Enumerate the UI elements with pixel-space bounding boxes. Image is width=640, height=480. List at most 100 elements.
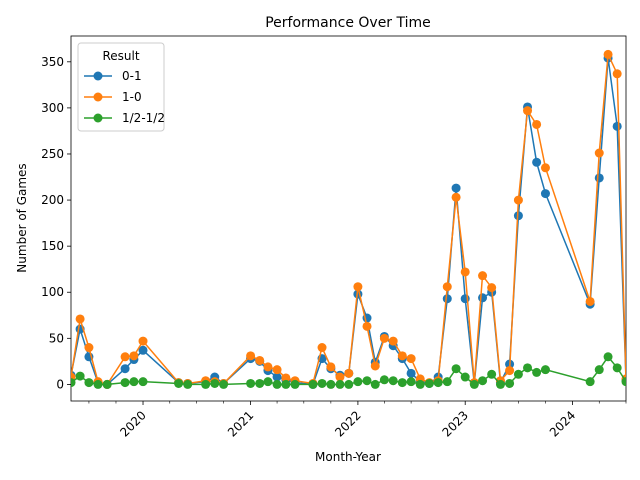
x-axis-label: Month-Year: [315, 450, 381, 464]
data-point: [487, 283, 497, 293]
data-point: [442, 377, 452, 387]
data-point: [451, 183, 461, 193]
data-point: [495, 379, 505, 389]
data-point: [326, 379, 336, 389]
data-point: [585, 377, 595, 387]
data-point: [612, 121, 622, 131]
legend-marker: [93, 71, 103, 81]
data-point: [370, 361, 380, 371]
x-tick-label: 2024: [547, 408, 578, 439]
data-point: [621, 377, 626, 387]
data-point: [344, 379, 354, 389]
data-point: [120, 378, 130, 388]
y-axis: 0 50 100 150 200 250 300 350: [41, 55, 71, 391]
data-point: [532, 367, 542, 377]
data-point: [219, 379, 229, 389]
data-point: [603, 49, 613, 59]
data-point: [263, 362, 273, 372]
legend-marker: [93, 113, 103, 123]
legend: Result 0-1 1-0 1/2-1/2: [77, 42, 165, 132]
data-point: [406, 354, 416, 364]
data-point: [246, 378, 256, 388]
x-axis: 2020 2021 2022 2023 2024: [88, 401, 627, 440]
data-point: [523, 363, 533, 373]
data-point: [255, 378, 265, 388]
data-point: [406, 377, 416, 387]
data-point: [272, 365, 282, 375]
data-point: [71, 378, 76, 388]
data-point: [272, 379, 282, 389]
series: [71, 352, 626, 389]
data-point: [317, 378, 327, 388]
data-point: [174, 378, 184, 388]
data-point: [540, 365, 550, 375]
data-point: [540, 189, 550, 199]
data-point: [532, 157, 542, 167]
legend-title: Result: [102, 49, 139, 63]
data-point: [335, 379, 345, 389]
data-point: [138, 336, 148, 346]
data-point: [594, 148, 604, 158]
data-point: [505, 378, 515, 388]
y-tick-label: 250: [41, 147, 64, 161]
data-point: [478, 293, 488, 303]
data-point: [84, 343, 94, 353]
data-point: [379, 333, 389, 343]
data-point: [433, 378, 443, 388]
data-point: [129, 351, 139, 361]
data-point: [138, 377, 148, 387]
data-point: [513, 369, 523, 379]
legend-marker: [93, 92, 103, 102]
y-tick-label: 100: [41, 285, 64, 299]
data-point: [263, 377, 273, 387]
y-axis-label: Number of Games: [15, 163, 29, 272]
data-point: [84, 378, 94, 388]
data-point: [540, 163, 550, 173]
data-point: [415, 379, 425, 389]
data-point: [308, 379, 318, 389]
data-point: [612, 69, 622, 79]
data-point: [120, 364, 130, 374]
data-point: [451, 192, 461, 202]
data-point: [585, 296, 595, 306]
data-point: [362, 321, 372, 331]
data-point: [388, 336, 398, 346]
y-tick-label: 350: [41, 55, 64, 69]
y-tick-label: 300: [41, 101, 64, 115]
data-point: [388, 376, 398, 386]
chart-title: Performance Over Time: [265, 15, 431, 31]
plot-frame: [70, 35, 627, 402]
data-point: [487, 369, 497, 379]
data-point: [255, 355, 265, 365]
data-point: [513, 195, 523, 205]
data-point: [362, 376, 372, 386]
data-point: [138, 345, 148, 355]
legend-box: [77, 42, 165, 132]
data-point: [612, 363, 622, 373]
data-point: [594, 365, 604, 375]
data-point: [523, 106, 533, 116]
data-point: [406, 368, 416, 378]
data-point: [424, 378, 434, 388]
data-point: [281, 373, 291, 383]
x-tick-label: 2022: [332, 408, 363, 439]
data-point: [469, 379, 479, 389]
data-point: [478, 271, 488, 281]
data-point: [246, 351, 256, 361]
data-point: [603, 352, 613, 362]
data-point: [379, 375, 389, 385]
data-point: [201, 379, 211, 389]
series-layer: [71, 49, 626, 389]
data-point: [344, 368, 354, 378]
data-point: [183, 379, 193, 389]
data-point: [353, 377, 363, 387]
y-tick-label: 150: [41, 239, 64, 253]
plot-area: [70, 35, 627, 402]
data-point: [281, 379, 291, 389]
data-point: [478, 376, 488, 386]
data-point: [513, 211, 523, 221]
x-tick-label: 2020: [117, 408, 148, 439]
data-point: [102, 379, 112, 389]
legend-label: 1-0: [122, 90, 142, 104]
